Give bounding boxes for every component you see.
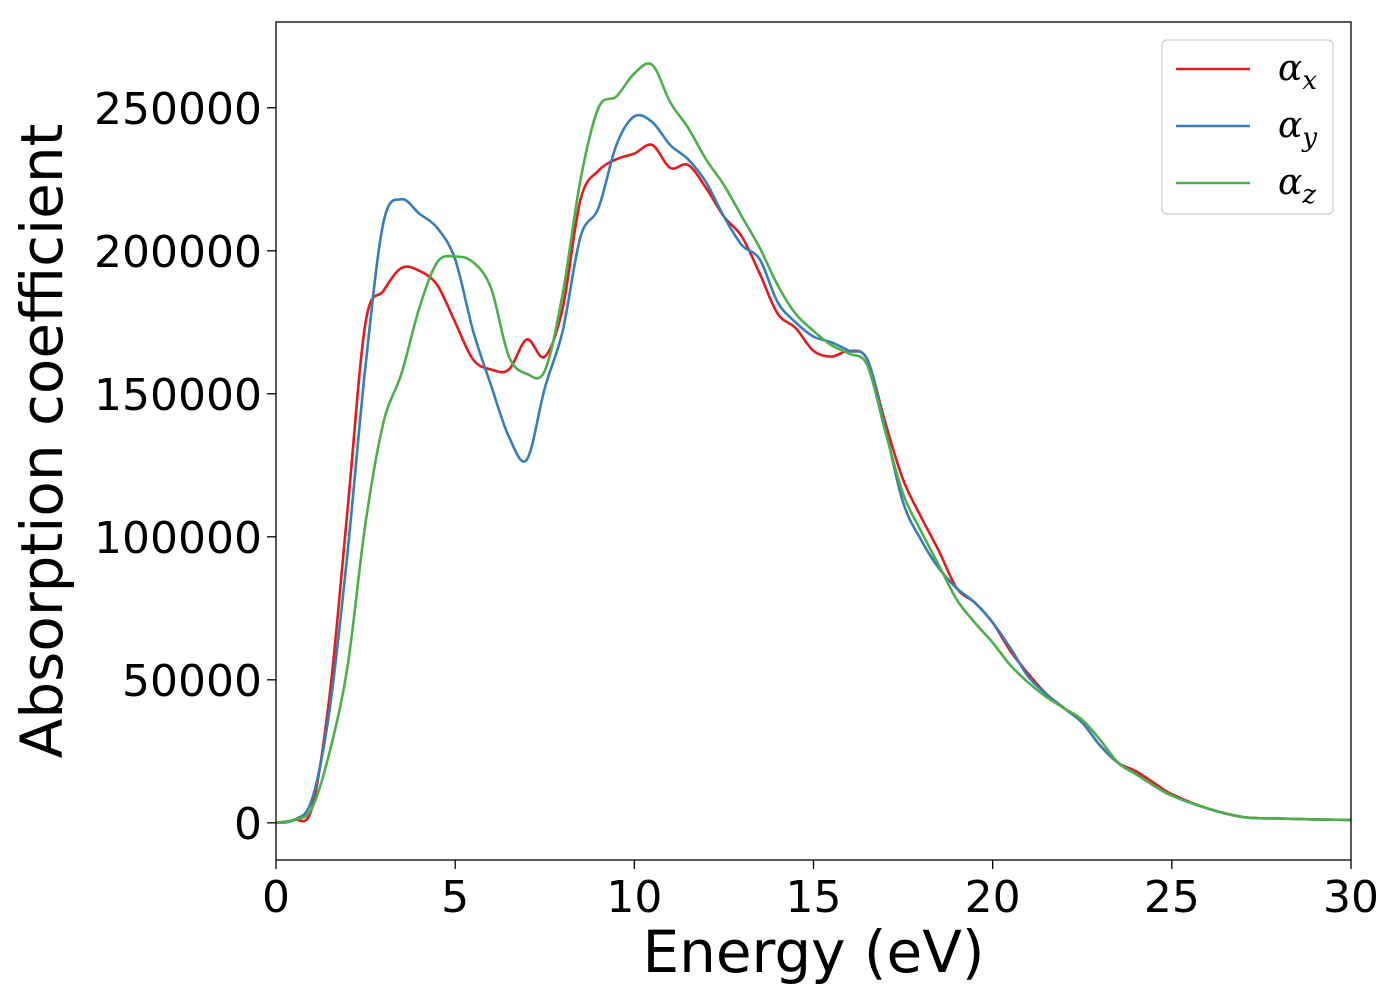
y-tick-label: 150000 (94, 370, 262, 421)
y-tick-label: 50000 (122, 656, 262, 707)
series-layer (275, 62, 1352, 825)
legend-label-z: αz (1278, 162, 1316, 210)
x-tick-label: 25 (1144, 872, 1200, 923)
x-tick-label: 30 (1323, 872, 1379, 923)
x-axis-label: Energy (eV) (642, 918, 984, 986)
y-tick-label: 250000 (94, 84, 262, 135)
x-tick-label: 5 (441, 872, 469, 923)
legend-label-base: α (1278, 48, 1302, 89)
legend-label-subscript: y (1301, 123, 1317, 153)
x-tick-label: 0 (262, 872, 290, 923)
series-line-y (275, 113, 1352, 825)
x-tick-label: 15 (786, 872, 842, 923)
legend-label-subscript: x (1302, 66, 1317, 96)
y-tick-label: 0 (234, 799, 262, 850)
x-tick-label: 10 (606, 872, 662, 923)
x-axis-ticks: 0 5 10 15 20 25 30 (262, 860, 1379, 923)
y-tick-label: 100000 (94, 513, 262, 564)
series-line-x (275, 143, 1352, 825)
legend-label-y: αy (1278, 105, 1317, 153)
legend-label-x: αx (1278, 48, 1317, 96)
y-axis-ticks: 0 50000 100000 150000 200000 250000 (94, 84, 276, 850)
x-tick-label: 20 (965, 872, 1021, 923)
y-tick-label: 200000 (94, 227, 262, 278)
legend-label-base: α (1278, 105, 1302, 146)
series-line-z (275, 62, 1352, 825)
legend-label-base: α (1278, 162, 1302, 203)
y-axis-label: Absorption coefficient (8, 124, 76, 759)
legend-label-subscript: z (1301, 180, 1316, 210)
